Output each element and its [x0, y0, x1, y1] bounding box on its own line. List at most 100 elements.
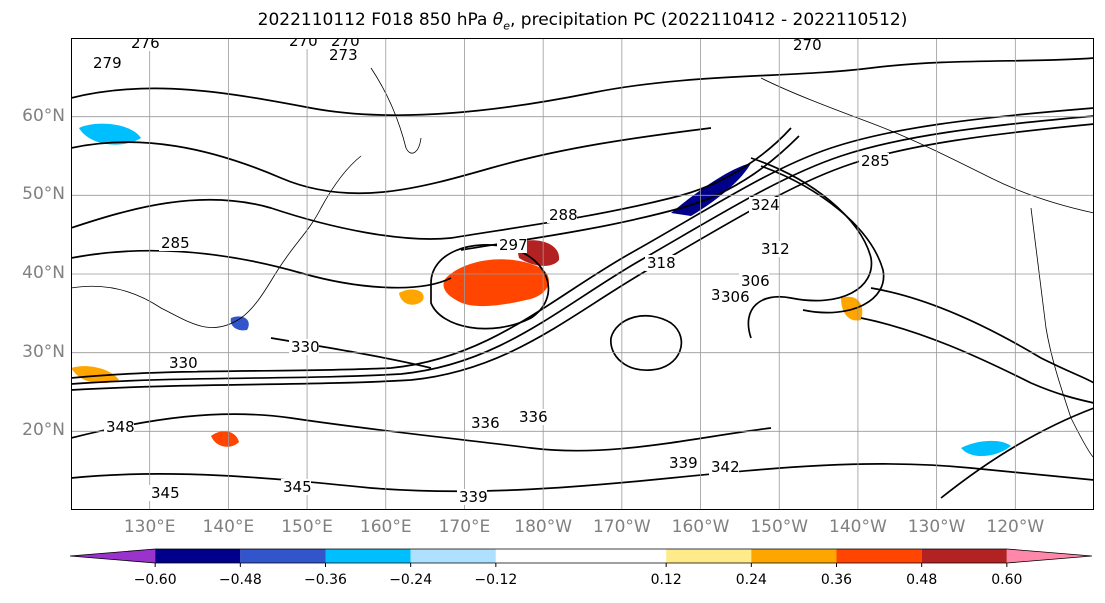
contour-label-bg-18 — [469, 415, 499, 431]
contour-east-trough-2 — [760, 165, 885, 314]
contour-label-18: 336 — [471, 414, 500, 432]
colorbar-tick-label-4: −0.12 — [474, 572, 518, 588]
longitude-label-4: 170°E — [438, 517, 491, 537]
contour-label-bg-22 — [709, 459, 739, 475]
latitude-label-3: 30°N — [22, 341, 65, 362]
colorbar-segment-4 — [410, 549, 496, 563]
contour-label-23: 345 — [283, 478, 312, 496]
contour-label-bg-1 — [329, 38, 359, 49]
contour-label-9: 297 — [499, 236, 528, 254]
contour-label-bg-17 — [289, 339, 319, 355]
contour-east-2 — [860, 317, 1094, 404]
contour-label-bg-0 — [287, 38, 317, 49]
contour-label-bg-3 — [327, 47, 357, 63]
contour-label-2: 270 — [793, 38, 822, 54]
coastline-alaska — [760, 77, 1094, 214]
contour-label-25: 348 — [106, 418, 135, 436]
colorbar-tick-label-9: 0.60 — [991, 572, 1023, 588]
latitude-label-4: 20°N — [22, 420, 65, 441]
colorbar-tick-label-6: 0.24 — [735, 572, 767, 588]
longitude-label-0: 130°E — [123, 517, 176, 537]
contour-label-8: 288 — [549, 206, 578, 224]
pc-negative-south-east — [961, 440, 1011, 457]
colorbar-tick-label-8: 0.48 — [906, 572, 938, 588]
contour-south-1 — [71, 413, 772, 452]
contour-label-5: 279 — [93, 54, 122, 72]
contour-north-1 — [71, 57, 1094, 117]
contour-label-11: 306 — [741, 272, 770, 290]
contour-label-bg-5 — [91, 55, 121, 71]
contour-label-bg-13 — [759, 241, 789, 257]
contour-mid-loop — [610, 314, 683, 371]
contour-label-14: 318 — [647, 254, 676, 272]
colorbar-tick-label-0: −0.60 — [133, 572, 177, 588]
contour-north-4 — [71, 249, 452, 289]
contour-label-17: 330 — [291, 338, 320, 356]
colorbar-tick-label-2: −0.36 — [304, 572, 347, 588]
coastlines — [71, 67, 1094, 459]
contour-label-bg-19 — [517, 409, 547, 425]
contour-label-15: 324 — [751, 196, 780, 214]
contour-label-bg-23 — [281, 479, 311, 495]
longitude-label-1: 140°E — [202, 517, 255, 537]
pc-positive-south-east-1 — [841, 296, 863, 321]
colorbar-segment-5 — [495, 549, 667, 563]
colorbar-segment-1 — [155, 549, 241, 563]
contour-label-bg-4 — [129, 38, 159, 51]
colorbar-segment-8 — [836, 549, 922, 563]
title-prefix: 2022110112 F018 850 hPa — [257, 10, 493, 30]
colorbar-segment-6 — [666, 549, 752, 563]
title-subscript: e — [503, 19, 510, 33]
longitude-label-7: 160°W — [671, 517, 730, 537]
coastline-kamchatka — [370, 67, 422, 154]
coastline-asia — [71, 155, 362, 328]
pc-positive-north-pacific-halo — [399, 289, 424, 305]
colorbar-tick-label-5: 0.12 — [650, 572, 682, 588]
map-gridlines — [71, 38, 1094, 510]
contour-eddy — [430, 244, 550, 330]
contour-label-24: 345 — [151, 484, 180, 502]
title-theta: θ — [492, 10, 504, 30]
coastline-north-america — [1030, 207, 1094, 459]
pc-positive-japan — [211, 431, 239, 447]
colorbar-tick-label-1: −0.48 — [218, 572, 262, 588]
contour-jet-3 — [71, 123, 1094, 391]
contour-label-20: 339 — [459, 488, 488, 506]
longitude-label-8: 150°W — [750, 517, 809, 537]
contour-label-bg-7 — [859, 153, 889, 169]
contour-label-bg-14 — [645, 255, 675, 271]
latitude-label-1: 50°N — [22, 184, 65, 205]
colorbar-outline — [69, 548, 1093, 564]
pc-negative-west — [230, 316, 249, 331]
contour-label-bg-20 — [457, 489, 487, 505]
contour-label-bg-9 — [497, 237, 527, 253]
colorbar-tick-label-3: −0.24 — [389, 572, 433, 588]
contour-label-7: 285 — [861, 152, 890, 170]
contour-label-4: 276 — [131, 38, 160, 52]
longitude-label-9: 140°W — [829, 517, 887, 537]
longitude-label-6: 170°W — [592, 517, 651, 537]
contour-label-6: 285 — [161, 234, 190, 252]
contour-label-21: 339 — [669, 454, 698, 472]
map-frame — [71, 38, 1094, 510]
contour-east-1 — [870, 287, 1094, 384]
contour-label-bg-11 — [739, 273, 769, 289]
colorbar-segment-3 — [325, 549, 411, 563]
contour-label-bg-16 — [167, 355, 197, 371]
contour-label-0: 270 — [289, 38, 318, 50]
colorbar-tick-label-7: 0.36 — [820, 572, 853, 588]
longitude-label-11: 120°W — [986, 517, 1045, 537]
contour-label-13: 312 — [761, 240, 790, 258]
pc-positive-west-1 — [71, 366, 119, 384]
longitude-label-3: 160°E — [359, 517, 412, 537]
pc-negative-gulf-of-alaska — [671, 163, 751, 216]
colorbar-segment-7 — [751, 549, 837, 563]
contour-label-bg-21 — [667, 455, 697, 471]
contour-label-bg-8 — [547, 207, 577, 223]
map-panel: 2702702702732762792852852882973003063063… — [71, 38, 1094, 510]
pc-negative-light-1 — [79, 123, 141, 145]
longitude-label-5: 180°W — [514, 517, 573, 537]
contour-label-12: 306 — [721, 288, 750, 306]
contour-label-bg-15 — [749, 197, 779, 213]
contour-label-bg-6 — [159, 235, 189, 251]
